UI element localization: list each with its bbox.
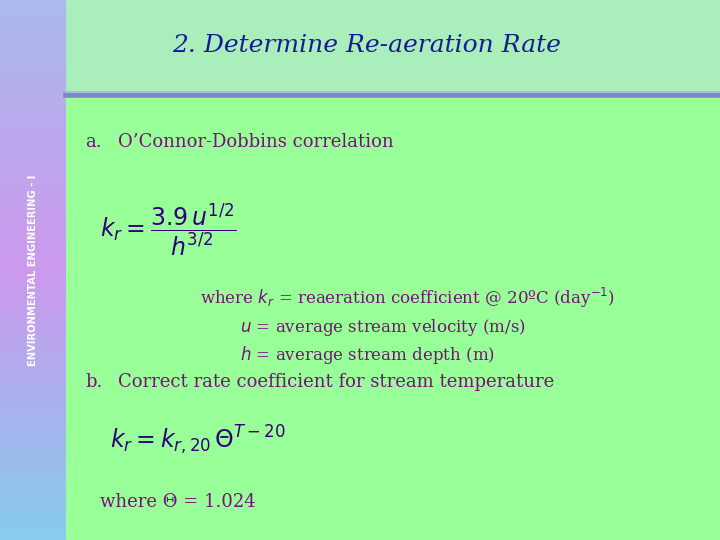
Text: ENVIRONMENTAL ENGINEERING - I: ENVIRONMENTAL ENGINEERING - I <box>28 174 38 366</box>
Text: $u$ = average stream velocity (m/s): $u$ = average stream velocity (m/s) <box>240 318 526 339</box>
Text: $h$ = average stream depth (m): $h$ = average stream depth (m) <box>240 344 495 366</box>
Text: a.: a. <box>85 133 102 151</box>
Bar <box>66 0 720 95</box>
Text: where Θ = 1.024: where Θ = 1.024 <box>100 493 256 511</box>
Text: Correct rate coefficient for stream temperature: Correct rate coefficient for stream temp… <box>118 373 554 391</box>
Text: $k_r = k_{r,20}\,\Theta^{T-20}$: $k_r = k_{r,20}\,\Theta^{T-20}$ <box>110 423 286 457</box>
Bar <box>66 95 720 540</box>
Text: $k_r = \dfrac{3.9\,u^{1/2}}{h^{3/2}}$: $k_r = \dfrac{3.9\,u^{1/2}}{h^{3/2}}$ <box>100 201 236 259</box>
Text: 2. Determine Re-aeration Rate: 2. Determine Re-aeration Rate <box>172 34 562 57</box>
Text: b.: b. <box>85 373 102 391</box>
Text: where $k_r$ = reaeration coefficient @ 20ºC (day$^{-1}$): where $k_r$ = reaeration coefficient @ 2… <box>200 286 615 310</box>
Text: O’Connor-Dobbins correlation: O’Connor-Dobbins correlation <box>118 133 394 151</box>
